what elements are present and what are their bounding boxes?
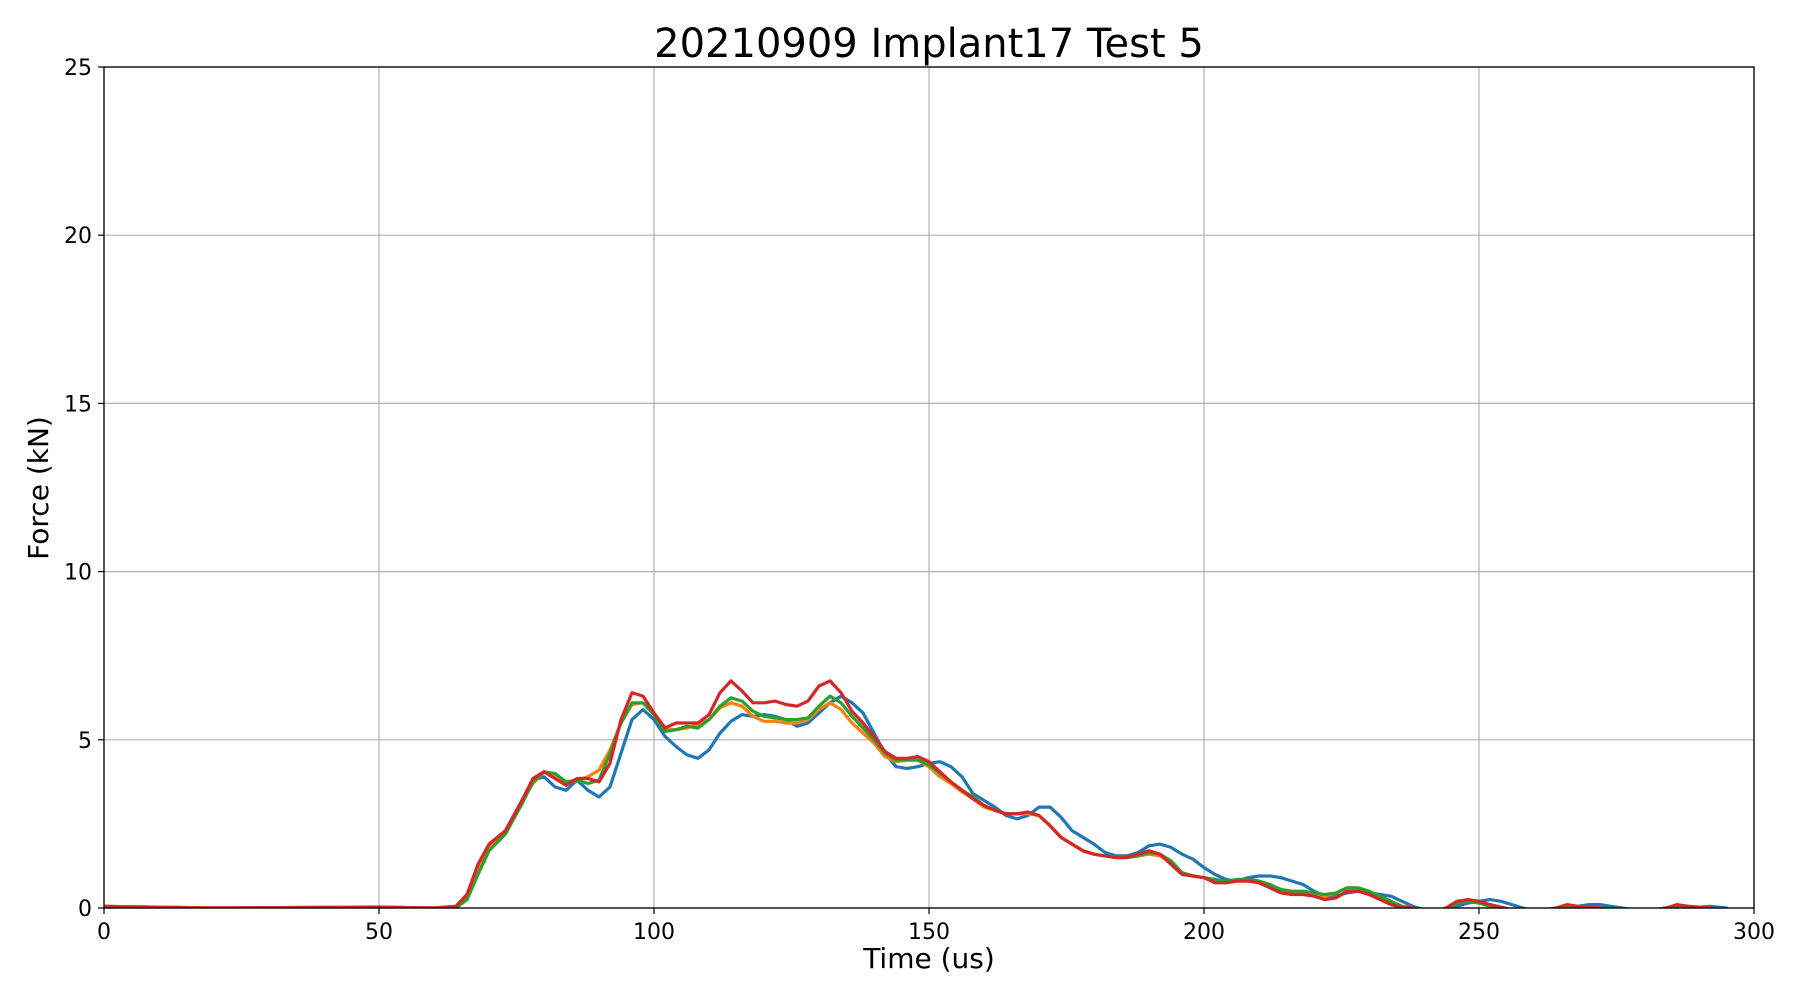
x-tick-label: 250 <box>1458 920 1500 945</box>
x-tick-label: 100 <box>633 920 675 945</box>
grid <box>103 66 1755 909</box>
y-axis-label: Force (kN) <box>22 416 55 560</box>
series-line-2 <box>104 701 1712 908</box>
x-tick-label: 300 <box>1733 920 1775 945</box>
axis-ticks: 0 50 100 150 200 250 300 0 5 10 15 20 25 <box>64 56 1775 945</box>
y-tick-label: 10 <box>64 561 92 586</box>
chart-title: 20210909 Implant17 Test 5 <box>654 21 1204 67</box>
series-line-1 <box>104 694 1729 908</box>
y-tick-label: 0 <box>78 897 92 922</box>
y-tick-label: 5 <box>78 729 92 754</box>
x-tick-label: 200 <box>1183 920 1225 945</box>
x-axis-label: Time (us) <box>862 942 995 975</box>
y-tick-label: 20 <box>64 224 92 249</box>
y-tick-label: 15 <box>64 392 92 417</box>
y-tick-label: 25 <box>64 56 92 81</box>
plot-series <box>104 679 1729 908</box>
series-line-3 <box>104 694 1712 908</box>
x-tick-label: 50 <box>365 920 393 945</box>
x-tick-label: 0 <box>97 920 111 945</box>
series-line-4 <box>104 679 1712 908</box>
x-tick-label: 150 <box>908 920 950 945</box>
